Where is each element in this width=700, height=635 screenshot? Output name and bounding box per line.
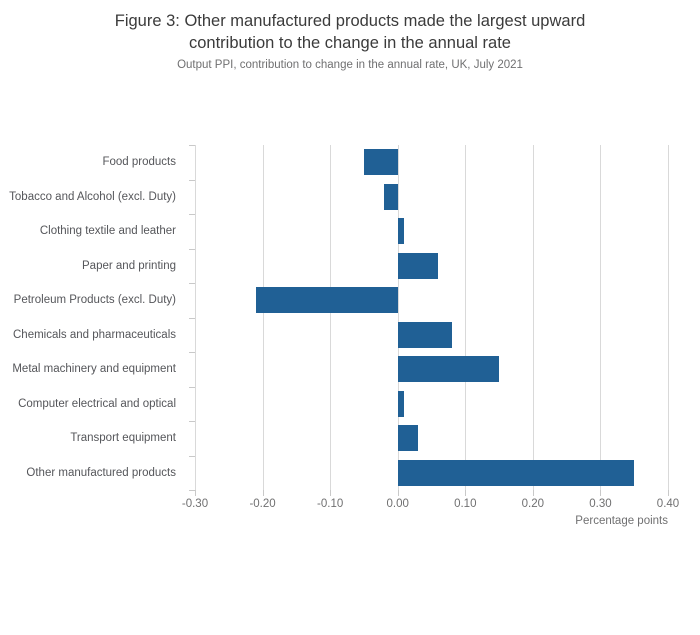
y-tick-mark <box>189 214 195 215</box>
gridline <box>465 145 467 490</box>
chart-subtitle: Output PPI, contribution to change in th… <box>177 59 523 71</box>
gridline <box>330 145 332 490</box>
bar-chemicals-and-pharmaceuticals <box>397 321 452 348</box>
y-tick-mark <box>189 352 195 353</box>
x-axis-tick-label: 0.10 <box>454 498 477 510</box>
y-axis-label: Petroleum Products (excl. Duty) <box>13 294 176 307</box>
y-tick-mark <box>189 386 195 388</box>
y-axis-label: Metal machinery and equipment <box>12 363 176 376</box>
x-axis-ticks <box>195 490 669 496</box>
gridline <box>195 145 196 490</box>
x-axis-tick-label: 0.40 <box>656 498 680 510</box>
x-axis-tick-label: 0.00 <box>386 498 409 510</box>
bar-tobacco-and-alcohol-excl-duty- <box>384 183 398 210</box>
x-axis-labels: -0.30 -0.20 -0.10 0.00 0.10 0.20 0.30 0.40 <box>182 498 679 512</box>
x-axis-tick-label: -0.10 <box>317 498 344 510</box>
bar-other-manufactured-products <box>397 459 635 486</box>
y-tick-mark <box>189 283 195 284</box>
gridline <box>668 145 669 490</box>
y-axis-labels: Food products Tobacco and Alcohol (excl. … <box>0 145 182 490</box>
y-tick-mark <box>189 145 195 146</box>
y-tick-mark <box>189 317 195 319</box>
y-axis-label: Computer electrical and optical <box>18 397 176 410</box>
x-tick-mark <box>465 490 467 496</box>
gridline <box>532 145 534 490</box>
y-tick-mark <box>189 248 195 250</box>
x-tick-mark <box>397 490 399 496</box>
y-tick-mark <box>189 490 195 491</box>
x-tick-mark <box>195 490 196 496</box>
chart-title: Figure 3: Other manufactured products ma… <box>114 12 586 53</box>
y-axis-label: Other manufactured products <box>26 466 176 479</box>
x-tick-mark <box>330 490 332 496</box>
bar-food-products <box>363 149 398 176</box>
bar-clothing-textile-and-leather <box>397 218 405 245</box>
y-axis-label: Paper and printing <box>82 259 176 272</box>
plot-area <box>195 145 669 490</box>
x-axis-tick-label: -0.20 <box>249 498 276 510</box>
y-axis-ticks <box>189 145 195 491</box>
x-axis-title: Percentage points <box>575 515 668 527</box>
bar-petroleum-products-excl-duty- <box>255 287 398 314</box>
bar-paper-and-printing <box>397 252 439 279</box>
y-tick-mark <box>189 179 195 181</box>
x-axis-tick-label: 0.20 <box>521 498 545 510</box>
y-axis-label: Clothing textile and leather <box>39 225 176 238</box>
gridline <box>600 145 602 490</box>
bar-computer-electrical-and-optical <box>397 390 405 417</box>
gridline <box>397 145 399 490</box>
y-axis-label: Transport equipment <box>70 432 176 445</box>
y-tick-mark <box>189 421 195 422</box>
bar-metal-machinery-and-equipment <box>397 356 500 383</box>
bar-transport-equipment <box>397 425 418 452</box>
y-tick-mark <box>189 455 195 457</box>
gridline <box>262 145 264 490</box>
y-axis-label: Tobacco and Alcohol (excl. Duty) <box>9 190 176 203</box>
y-axis-label: Chemicals and pharmaceuticals <box>13 328 176 341</box>
x-axis-tick-label: 0.30 <box>589 498 612 510</box>
x-tick-mark <box>600 490 602 496</box>
x-tick-mark <box>668 490 669 496</box>
x-axis-tick-label: -0.30 <box>181 498 209 510</box>
x-tick-mark <box>262 490 264 496</box>
x-tick-mark <box>532 490 534 496</box>
y-axis-label: Food products <box>102 156 176 169</box>
